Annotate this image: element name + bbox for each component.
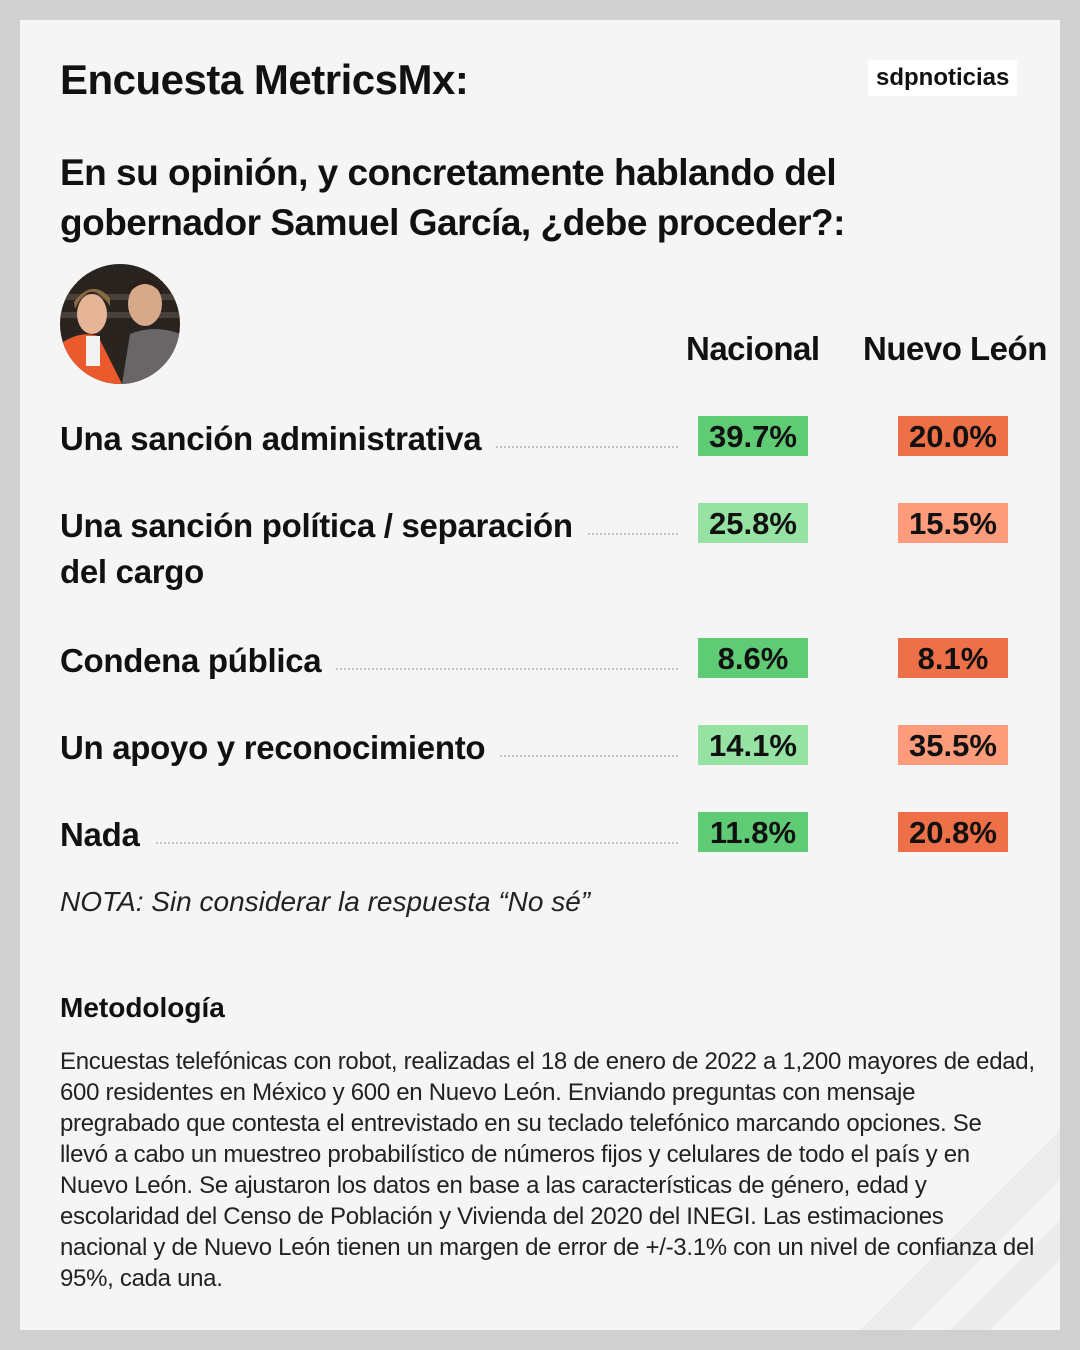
nuevo-leon-value: 20.0% — [898, 416, 1008, 456]
nuevo-leon-value: 8.1% — [898, 638, 1008, 678]
nuevo-leon-value: 35.5% — [898, 725, 1008, 765]
note: NOTA: Sin considerar la respuesta “No sé… — [60, 886, 591, 917]
methodology-text: Encuestas telefónicas con robot, realiza… — [60, 1048, 1035, 1292]
dotted-leader — [60, 668, 678, 670]
nacional-value: 25.8% — [698, 503, 808, 543]
nacional-value: 8.6% — [698, 638, 808, 678]
row-label: Condena pública — [60, 638, 336, 684]
nacional-value: 14.1% — [698, 725, 808, 765]
methodology-title: Metodología — [60, 992, 225, 1023]
decorative-stripes — [860, 1130, 1060, 1330]
dotted-leader — [60, 842, 678, 844]
sdpnoticias-logo: sdpnoticias — [868, 60, 1018, 96]
row-label: Una sanción administrativa — [60, 416, 496, 462]
nuevo-leon-value: 20.8% — [898, 812, 1008, 852]
page-title: Encuesta MetricsMx: — [60, 56, 469, 103]
column-header-nacional: Nacional — [686, 330, 820, 367]
row-label: Un apoyo y reconocimiento — [60, 725, 500, 771]
row-label: Nada — [60, 812, 154, 858]
governor-couple-photo — [60, 264, 180, 384]
nacional-value: 11.8% — [698, 812, 808, 852]
row-label: Una sanción política / separación del car… — [60, 503, 587, 595]
infographic-card: Encuesta MetricsMx: sdpnoticias En su op… — [20, 20, 1060, 1330]
column-header-nuevo-leon: Nuevo León — [863, 330, 1047, 367]
nacional-value: 39.7% — [698, 416, 808, 456]
nuevo-leon-value: 15.5% — [898, 503, 1008, 543]
survey-question: En su opinión, y concretamente hablando … — [60, 152, 845, 243]
